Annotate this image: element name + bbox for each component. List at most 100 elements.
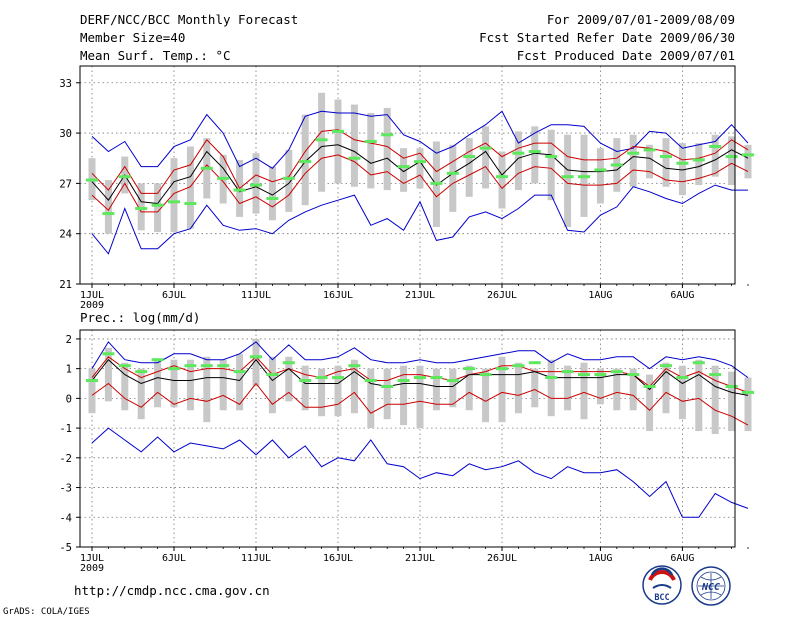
temp-median-marker [610,163,623,167]
precip-median-marker [676,376,689,380]
precip-ensemble-box [728,371,736,432]
temp-ensemble-box [711,134,719,177]
temp-median-marker [692,158,705,162]
precip-xtick-label: 26JUL [487,553,517,564]
temp-ensemble-box [629,134,637,187]
temp-ensemble-box [252,153,260,214]
temp-median-marker [217,176,230,180]
precip-frame [79,329,736,548]
precip-median-marker [742,390,754,394]
precip-median-marker [200,364,213,368]
precip-median-marker [282,361,295,365]
temp-median-marker [200,166,213,170]
precip-median-marker [578,373,590,377]
temp-ytick-label: 21 [59,279,72,291]
precip-ytick-label: -5 [59,542,72,554]
precip-ensemble-box [695,359,703,432]
temp-ensemble-box [744,144,752,179]
temp-median-marker [528,150,541,154]
temp-median-marker [545,155,558,159]
precip-median-marker [725,384,738,388]
member-size-label: Member Size=40 [80,30,185,45]
precip-ensemble-box [334,365,342,417]
precip-median-marker [266,373,279,377]
temp-median-marker [463,155,476,159]
precip-median-marker [233,370,246,374]
temp-xtick-label: 21JUL [405,290,435,301]
temp-median-marker [282,176,295,180]
precip-ensemble-box [646,374,654,432]
temp-median-marker [594,168,607,172]
precip-median-marker [168,367,180,371]
precip-ensemble-box [154,359,162,408]
temp-median-marker [266,196,279,200]
precip-median-marker [135,370,148,374]
temp-median-marker [742,153,754,157]
temp-median-marker [561,175,574,179]
precip-panel-title: Prec.: log(mm/d) [80,310,200,325]
temp-xtick-label: 1JUL [80,290,104,301]
precip-median-marker [86,379,98,383]
precip-max-line [91,341,749,379]
temp-min-line [91,184,748,255]
precip-ytick-label: 0 [66,393,72,405]
precip-ensemble-box [498,356,506,423]
precip-ytick-label: -4 [59,512,72,524]
temp-ytick-label: 30 [59,128,72,140]
temp-ensemble-box [268,166,276,221]
produced-date-label: Fcst Produced Date 2009/07/01 [517,48,735,63]
precip-median-marker [660,364,672,368]
temp-xtick-label: 6JUL [162,290,186,301]
temp-ensemble-box [416,148,424,189]
precip-mean-line [91,358,749,396]
precip-ensemble-box [711,365,719,435]
temp-median-marker [151,203,164,207]
precip-ytick-label: 2 [66,334,72,346]
precip-ytick-label: 1 [66,364,72,376]
precip-xtick-label: 6AUG [670,553,694,564]
precip-median-marker [118,364,131,368]
temp-ensemble-box [728,136,736,186]
precip-median-marker [709,373,722,377]
bcc-logo-text: BCC [654,593,669,603]
temp-ensemble-box [531,126,539,184]
precip-ensemble-box [580,362,588,420]
temp-ytick-label: 24 [59,229,72,241]
temp-ensemble-box [695,143,703,186]
precip-ytick-label: -3 [59,483,72,495]
temp-median-marker [364,139,377,143]
temp-ensemble-box [383,107,391,191]
precip-ensemble-box [186,359,194,411]
precip-ytick-label: -1 [59,423,72,435]
temp-xtick-label: 16JUL [323,290,353,301]
temp-median-marker [184,202,197,206]
temp-median-marker [430,181,443,185]
temp-median-marker [397,165,410,169]
precip-ensemble-box [662,362,670,414]
precip-xtick-label: 1AUG [588,553,612,564]
temp-xtick-label: 11JUL [241,290,271,301]
temp-ensemble-box [514,131,522,191]
precip-median-marker [217,364,230,368]
precip-median-marker [627,373,640,377]
precip-median-marker [315,376,328,380]
precip-ensemble-box [531,368,539,408]
precip-median-marker [397,379,410,383]
temp-median-marker [299,160,312,164]
precip-ensemble-box [383,368,391,420]
source-url[interactable]: http://cmdp.ncc.cma.gov.cn [74,583,270,598]
precip-ensemble-box [236,353,244,411]
precip-ensemble-box [613,368,621,411]
precip-median-marker [414,376,426,380]
temp-ensemble-box [104,180,112,234]
precip-ensemble-box [104,347,112,402]
precip-ensemble-box [137,368,145,420]
precip-median-marker [643,384,656,388]
refer-date-label: Fcst Started Refer Date 2009/06/30 [479,30,735,45]
precip-ensemble-box [367,368,375,429]
precip-year-label: 2009 [80,563,104,574]
temp-ensemble-box [186,146,194,229]
temperature-panel: 21 24 27 30 33 1JUL 6JUL 11JUL 16JUL 21JUL 26JUL 1A… [59,65,754,311]
precip-xtick-label: 1JUL [80,553,104,564]
